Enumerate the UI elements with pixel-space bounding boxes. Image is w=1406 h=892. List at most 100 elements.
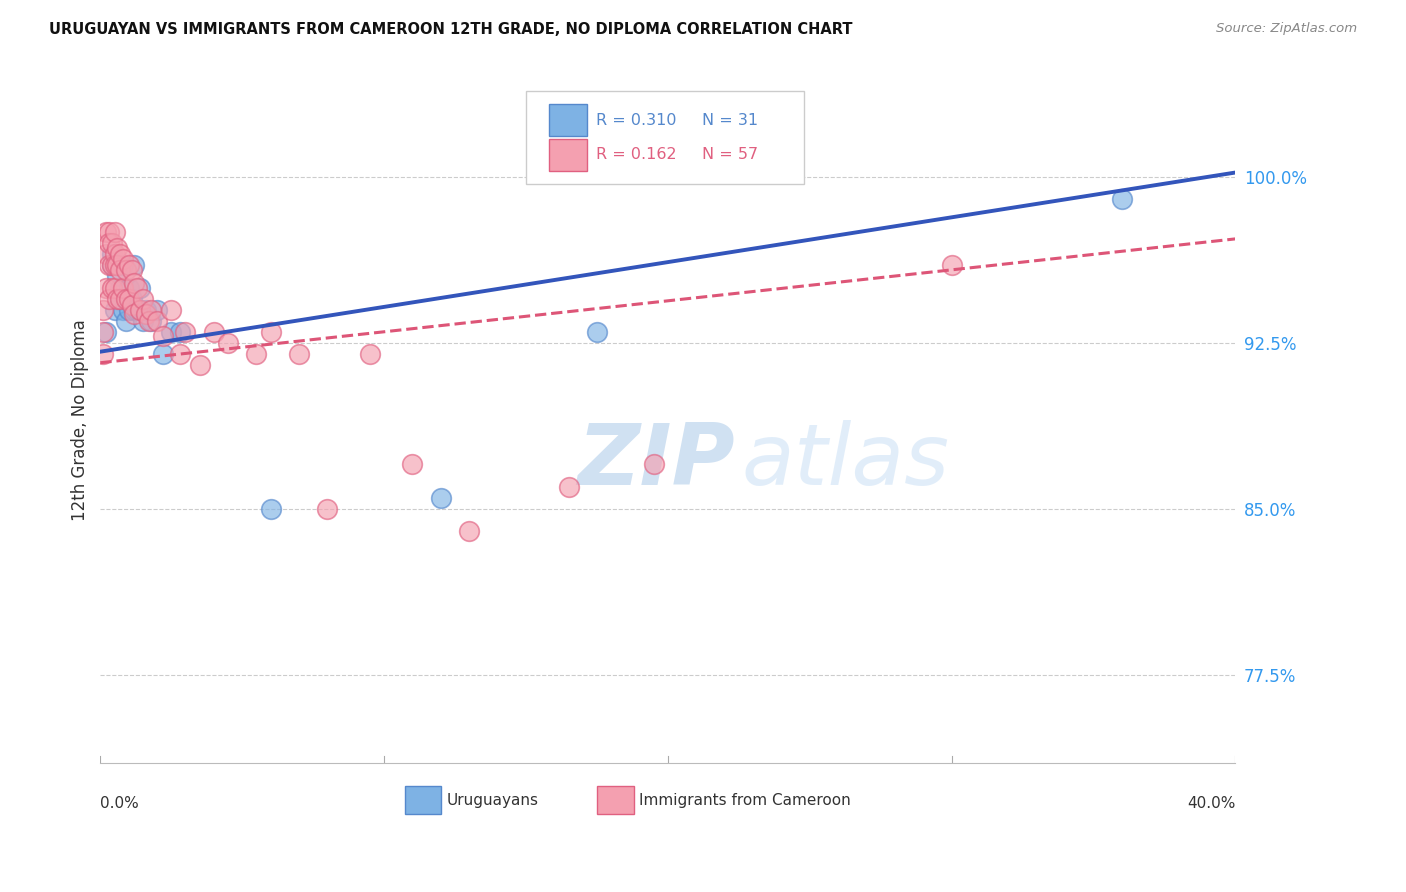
- Point: [112, 280, 135, 294]
- Point: [108, 280, 131, 294]
- Point: [174, 325, 197, 339]
- Point: [103, 259, 125, 273]
- Point: [100, 236, 122, 251]
- Point: [115, 292, 138, 306]
- Point: [100, 247, 122, 261]
- Point: [124, 302, 146, 317]
- Point: [316, 501, 339, 516]
- Point: [169, 325, 191, 339]
- Point: [259, 501, 281, 516]
- Point: [152, 347, 174, 361]
- Point: [100, 280, 122, 294]
- FancyBboxPatch shape: [548, 104, 588, 136]
- Point: [112, 259, 135, 273]
- Point: [643, 458, 665, 472]
- Point: [105, 292, 128, 306]
- Point: [138, 314, 160, 328]
- Point: [129, 302, 152, 317]
- Point: [941, 259, 963, 273]
- Text: R = 0.162: R = 0.162: [596, 147, 676, 162]
- Text: 40.0%: 40.0%: [1187, 797, 1236, 811]
- Point: [115, 263, 138, 277]
- Point: [91, 347, 114, 361]
- Point: [94, 280, 117, 294]
- Point: [108, 263, 131, 277]
- Point: [108, 292, 131, 306]
- Point: [152, 329, 174, 343]
- Point: [557, 480, 579, 494]
- Point: [359, 347, 381, 361]
- Point: [108, 247, 131, 261]
- Point: [105, 259, 128, 273]
- Text: URUGUAYAN VS IMMIGRANTS FROM CAMEROON 12TH GRADE, NO DIPLOMA CORRELATION CHART: URUGUAYAN VS IMMIGRANTS FROM CAMEROON 12…: [49, 22, 852, 37]
- Text: Uruguayans: Uruguayans: [447, 793, 538, 807]
- Point: [118, 292, 141, 306]
- Point: [91, 302, 114, 317]
- Point: [132, 292, 155, 306]
- Point: [1111, 192, 1133, 206]
- Text: R = 0.310: R = 0.310: [596, 112, 676, 128]
- Text: N = 57: N = 57: [702, 147, 758, 162]
- Point: [135, 307, 157, 321]
- Point: [112, 302, 135, 317]
- Point: [115, 314, 138, 328]
- Point: [124, 307, 146, 321]
- FancyBboxPatch shape: [548, 139, 588, 170]
- Point: [129, 280, 152, 294]
- Point: [288, 347, 311, 361]
- Point: [129, 302, 152, 317]
- Point: [103, 225, 125, 239]
- Point: [121, 263, 143, 277]
- Point: [217, 335, 239, 350]
- Point: [188, 358, 211, 372]
- Point: [146, 302, 169, 317]
- Point: [103, 247, 125, 261]
- Point: [146, 314, 169, 328]
- Point: [94, 325, 117, 339]
- Point: [105, 241, 128, 255]
- Point: [124, 259, 146, 273]
- Point: [127, 280, 149, 294]
- FancyBboxPatch shape: [598, 786, 634, 814]
- Text: Source: ZipAtlas.com: Source: ZipAtlas.com: [1216, 22, 1357, 36]
- Point: [160, 302, 183, 317]
- Point: [91, 325, 114, 339]
- Point: [97, 225, 120, 239]
- Point: [121, 298, 143, 312]
- Point: [118, 302, 141, 317]
- Point: [118, 259, 141, 273]
- Point: [94, 225, 117, 239]
- Point: [103, 302, 125, 317]
- Point: [97, 236, 120, 251]
- Point: [105, 259, 128, 273]
- Point: [141, 314, 163, 328]
- FancyBboxPatch shape: [405, 786, 441, 814]
- Point: [160, 325, 183, 339]
- Point: [401, 458, 423, 472]
- Point: [245, 347, 267, 361]
- Text: ZIP: ZIP: [576, 420, 735, 503]
- Point: [115, 292, 138, 306]
- Point: [135, 302, 157, 317]
- Point: [586, 325, 609, 339]
- Text: N = 31: N = 31: [702, 112, 758, 128]
- Text: Immigrants from Cameroon: Immigrants from Cameroon: [640, 793, 851, 807]
- Point: [121, 292, 143, 306]
- Point: [132, 314, 155, 328]
- Point: [118, 280, 141, 294]
- Y-axis label: 12th Grade, No Diploma: 12th Grade, No Diploma: [72, 319, 89, 521]
- Point: [124, 276, 146, 290]
- Point: [97, 292, 120, 306]
- Point: [141, 302, 163, 317]
- Point: [94, 247, 117, 261]
- Point: [108, 292, 131, 306]
- Point: [127, 302, 149, 317]
- Point: [112, 252, 135, 266]
- Point: [259, 325, 281, 339]
- Point: [100, 259, 122, 273]
- Point: [105, 269, 128, 284]
- Point: [97, 259, 120, 273]
- Point: [169, 347, 191, 361]
- Point: [100, 259, 122, 273]
- Text: atlas: atlas: [741, 420, 949, 503]
